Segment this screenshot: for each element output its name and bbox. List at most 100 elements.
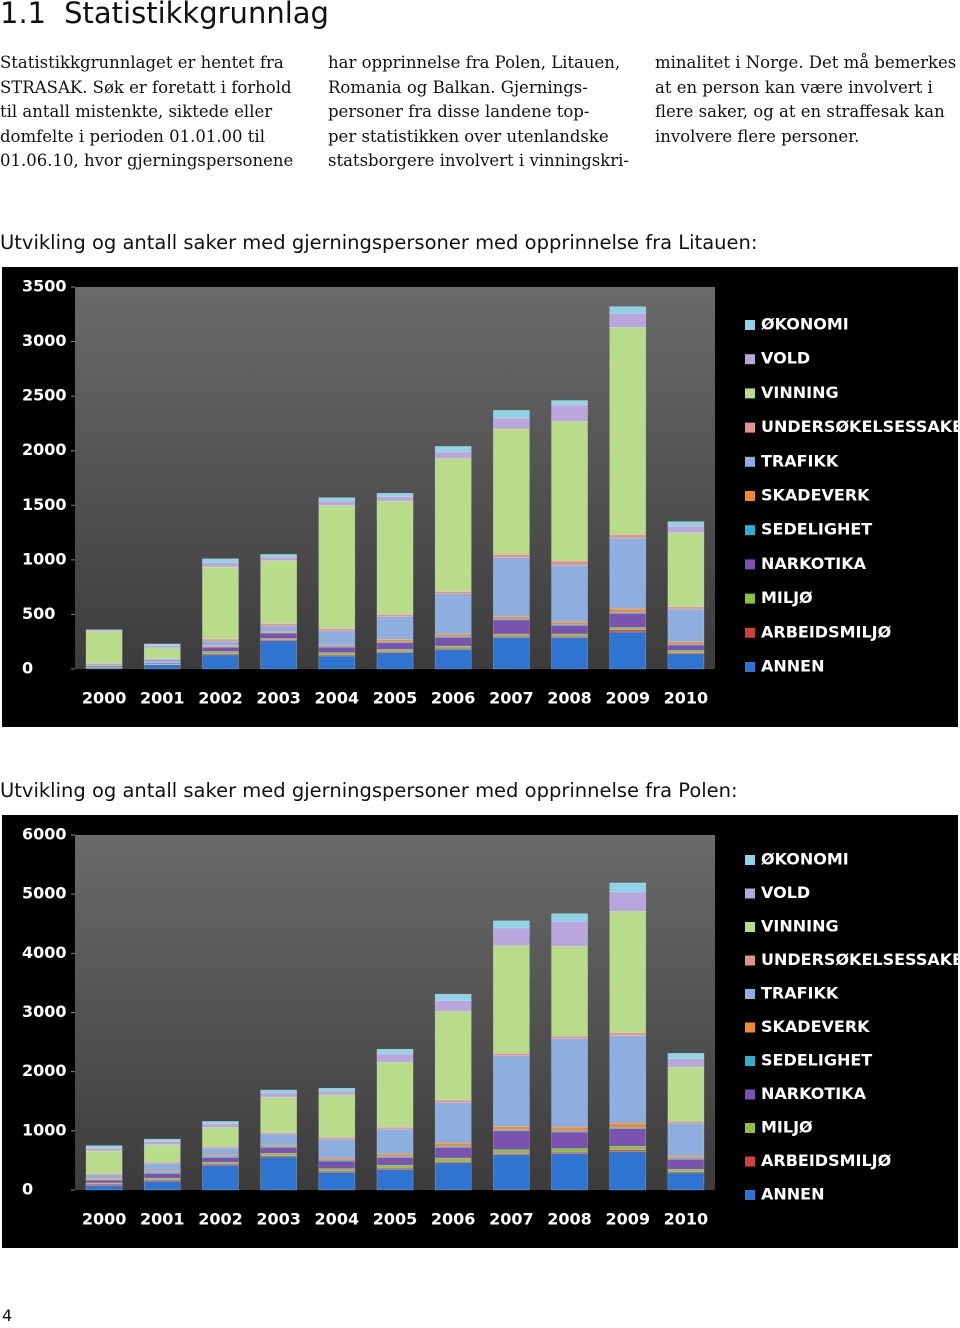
legend-label: SEDELIGHET xyxy=(761,520,872,539)
bar-segment xyxy=(376,1061,414,1128)
bar-segment xyxy=(318,497,356,502)
bar-segment xyxy=(85,631,123,664)
section-number: 1.1 xyxy=(0,0,47,30)
bar-segment xyxy=(376,1048,414,1055)
bar-segment xyxy=(493,616,530,620)
legend-label: ANNEN xyxy=(761,657,824,676)
legend-label: VINNING xyxy=(761,917,839,936)
x-tick-label: 2004 xyxy=(315,1210,360,1229)
x-tick-label: 2010 xyxy=(664,689,709,708)
x-tick-label: 2007 xyxy=(489,689,534,708)
bar-segment xyxy=(376,1128,414,1155)
legend-swatch xyxy=(745,627,755,638)
bar-segment xyxy=(202,640,239,646)
text-line: har opprinnelse fra Polen, Litauen, xyxy=(328,53,621,72)
page-number: 4 xyxy=(2,1306,13,1325)
y-tick-label: 2000 xyxy=(22,440,67,459)
bar-segment xyxy=(551,1038,588,1128)
bar-segment xyxy=(202,558,239,563)
legend-swatch xyxy=(745,989,755,999)
legend-swatch xyxy=(745,662,755,672)
bar-segment xyxy=(493,927,530,946)
bar-segment xyxy=(551,625,588,635)
bar-segment xyxy=(609,1122,647,1128)
y-tick-label: 500 xyxy=(22,604,55,623)
bar-segment xyxy=(667,521,705,527)
bar-segment xyxy=(434,993,472,1001)
bar-segment xyxy=(143,1163,181,1172)
bar-segment xyxy=(493,417,530,430)
bar-segment xyxy=(376,1153,414,1157)
bar-segment xyxy=(202,638,239,642)
bar-segment xyxy=(202,1164,239,1191)
legend-label: UNDERSØKELSESSAKER xyxy=(761,950,958,969)
bar-segment xyxy=(260,625,297,632)
x-tick-label: 2009 xyxy=(605,689,650,708)
bar-segment xyxy=(609,1035,647,1124)
bar-segment xyxy=(434,1147,472,1159)
bar-segment xyxy=(609,1128,647,1147)
legend-label: MILJØ xyxy=(761,588,813,607)
text-line: per statistikken over utenlandske xyxy=(328,126,609,146)
bar-segment xyxy=(493,428,530,555)
bar-segment xyxy=(667,525,705,533)
bar-segment xyxy=(551,1130,588,1133)
bar-segment xyxy=(667,653,705,670)
bar-segment xyxy=(260,556,297,561)
bar-segment xyxy=(551,1153,588,1191)
bar-segment xyxy=(376,642,414,650)
bar-segment xyxy=(551,945,588,1037)
bar-segment xyxy=(667,1053,705,1059)
bar-segment xyxy=(667,532,705,608)
bar-segment xyxy=(667,1122,705,1157)
bar-segment xyxy=(493,1055,530,1127)
bar-segment xyxy=(260,1089,297,1094)
bar-segment xyxy=(667,644,705,651)
bar-segment xyxy=(376,1157,414,1166)
x-tick-label: 2006 xyxy=(431,1210,476,1229)
text-line: at en person kan være involvert i xyxy=(655,77,933,97)
bar-segment xyxy=(318,630,356,646)
legend-label: ØKONOMI xyxy=(761,315,849,334)
bar-segment xyxy=(667,1172,705,1191)
bar-segment xyxy=(318,646,356,653)
bar-segment xyxy=(202,1157,239,1163)
bar-segment xyxy=(667,1158,705,1170)
bar-segment xyxy=(318,504,356,629)
bar-segment xyxy=(434,1161,472,1164)
bar-segment xyxy=(609,891,647,912)
text-column: minalitet i Norge. Det må bemerkes at en … xyxy=(655,51,956,149)
y-tick-label: 3500 xyxy=(22,277,67,296)
bar-segment xyxy=(260,1133,297,1146)
bar-segment xyxy=(85,1150,123,1174)
bar-segment xyxy=(667,606,705,610)
bar-segment xyxy=(493,410,530,419)
bar-segment xyxy=(318,1160,356,1169)
bar-segment xyxy=(493,557,530,617)
bar-segment xyxy=(376,616,414,640)
x-tick-label: 2008 xyxy=(547,1210,592,1229)
legend-swatch xyxy=(745,1190,755,1200)
legend-label: ANNEN xyxy=(761,1185,824,1204)
text-line: flere saker, og at en straffesak kan xyxy=(655,102,945,121)
bar-segment xyxy=(202,1123,239,1128)
x-tick-label: 2000 xyxy=(82,689,127,708)
bar-segment xyxy=(376,639,414,643)
bar-segment xyxy=(85,1179,123,1184)
text-line: Romania og Balkan. Gjernings- xyxy=(328,77,588,97)
text-line: 01.06.10, hvor gjerningspersonene xyxy=(0,151,294,170)
bar-segment xyxy=(260,1147,297,1154)
bar-segment xyxy=(434,593,472,635)
bar-segment xyxy=(143,645,181,649)
legend-label: NARKOTIKA xyxy=(761,1084,867,1103)
bar-segment xyxy=(260,1153,297,1156)
bar-segment xyxy=(551,560,588,566)
bar-segment xyxy=(143,664,181,670)
chart: 0 1000 2000 3000 4000 5000 6000 2000 2001 2002 200… xyxy=(2,815,958,1248)
x-tick-label: 2005 xyxy=(373,689,418,708)
bar-segment xyxy=(667,650,705,653)
bar-segment xyxy=(202,646,239,652)
bar-segment xyxy=(551,637,588,670)
bar-segment xyxy=(260,560,297,625)
